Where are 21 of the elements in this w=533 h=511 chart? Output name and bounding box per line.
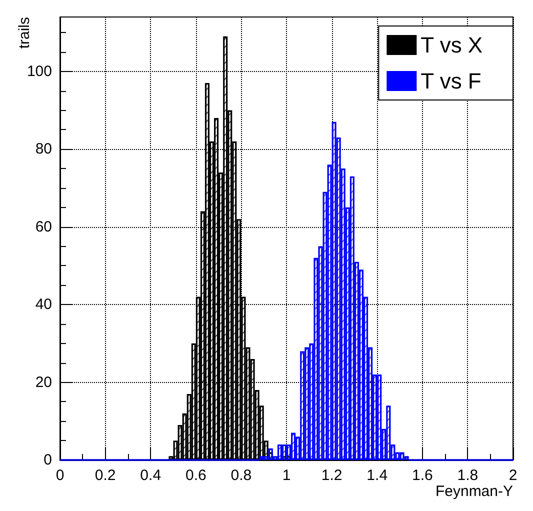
x-tick-label: 1	[282, 467, 291, 484]
x-tick-label: 0.6	[185, 467, 206, 484]
x-tick-label: 1.8	[457, 467, 478, 484]
legend-label: T vs X	[420, 32, 483, 58]
x-tick-label: 1.4	[366, 467, 388, 484]
y-tick-label: 40	[35, 296, 52, 314]
x-tick-label: 0.2	[94, 467, 116, 484]
x-tick-label: 0.4	[140, 467, 162, 484]
y-tick-label: 0	[44, 452, 52, 468]
x-tick-label: 0.8	[230, 467, 252, 484]
x-tick-label: 0	[56, 467, 64, 484]
y-tick-label: 60	[35, 218, 52, 236]
x-tick-label: 1.2	[321, 467, 342, 484]
y-tick-label: 100	[26, 62, 52, 80]
y-tick-label: 20	[35, 374, 52, 391]
x-tick-label: 2	[508, 467, 518, 484]
x-axis-title: Feynman-Y	[435, 483, 513, 500]
y-tick-label: 80	[35, 140, 52, 158]
x-tick-label: 1.6	[412, 467, 433, 484]
legend-label: T vs F	[420, 68, 482, 94]
y-axis-title: trails	[16, 17, 33, 49]
